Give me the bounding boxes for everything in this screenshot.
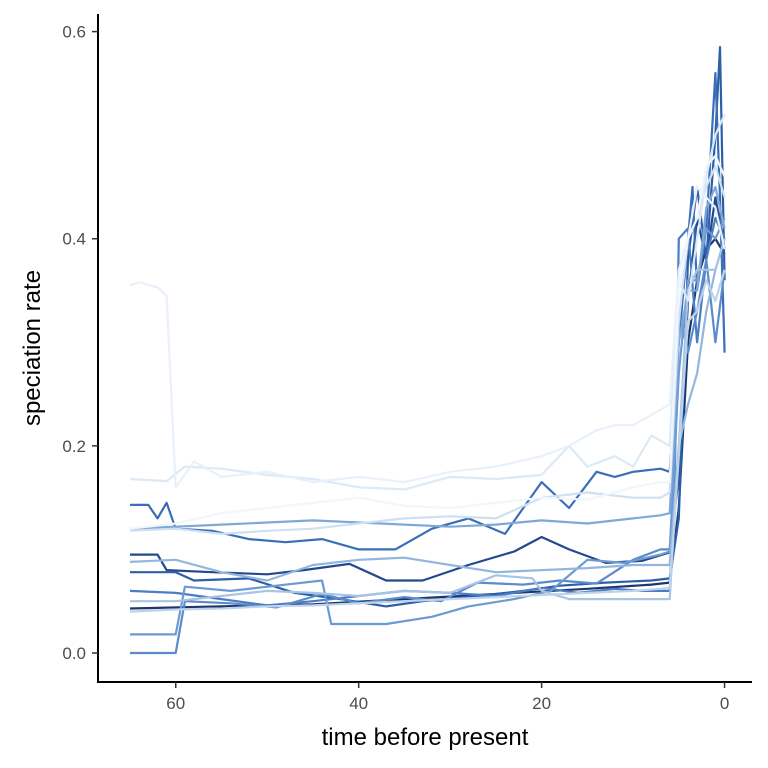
y-axis-ticks: 0.0 0.2 0.4 0.6 [62, 23, 98, 663]
x-tick-label: 40 [349, 694, 368, 713]
y-tick-label: 0.4 [62, 230, 86, 249]
x-tick-label: 60 [166, 694, 185, 713]
x-axis-ticks: 60 40 20 0 [166, 682, 729, 713]
series-line-9 [129, 238, 726, 582]
series-line-14 [129, 185, 726, 489]
series-line-12 [129, 165, 726, 535]
series-line-11 [129, 269, 726, 613]
series-layer [129, 46, 726, 655]
series-line-4 [130, 71, 726, 551]
x-tick-label: 0 [720, 694, 729, 713]
series-line-2 [130, 196, 726, 582]
series-line-8 [129, 185, 726, 530]
y-axis-title: speciation rate [19, 270, 46, 426]
series-line-6 [130, 258, 726, 655]
series-line-5 [129, 216, 726, 607]
series-line-13 [129, 114, 726, 491]
y-tick-label: 0.2 [62, 437, 86, 456]
x-tick-label: 20 [532, 694, 551, 713]
y-tick-label: 0.0 [62, 644, 86, 663]
y-tick-label: 0.6 [62, 23, 86, 42]
series-line-10 [130, 238, 726, 603]
x-axis-title: time before present [322, 724, 529, 751]
series-line-15 [129, 154, 726, 530]
series-line-3 [130, 46, 726, 608]
